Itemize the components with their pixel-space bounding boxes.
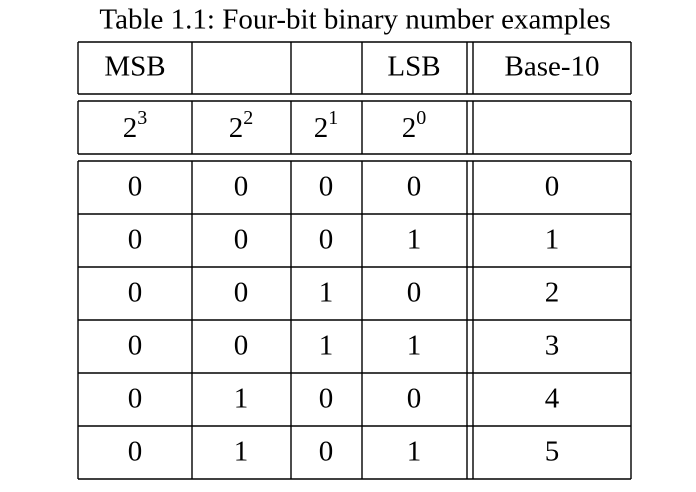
table-cell: 1: [545, 224, 560, 256]
table-cell: 0: [128, 277, 143, 309]
power-exponent: 3: [137, 107, 147, 129]
table-cell: 1: [234, 436, 249, 468]
power-exponent: 0: [416, 107, 426, 129]
table-cell: 0: [407, 171, 422, 203]
table-cell: 0: [128, 383, 143, 415]
header-cell: Base-10: [504, 51, 599, 83]
table-cell: 1: [407, 330, 422, 362]
table-cell: 1: [319, 277, 334, 309]
table-cell: 0: [319, 436, 334, 468]
power-base: 2: [229, 112, 244, 144]
table-cell: 0: [128, 330, 143, 362]
header-cell: LSB: [387, 51, 440, 83]
table-cell: 3: [545, 330, 560, 362]
power-exponent: 1: [328, 107, 338, 129]
table-cell: 0: [128, 224, 143, 256]
power-base: 2: [123, 112, 138, 144]
table-cell: 1: [319, 330, 334, 362]
power-cell: 23: [123, 107, 148, 144]
table-cell: 0: [319, 171, 334, 203]
power-exponent: 2: [243, 107, 253, 129]
power-base: 2: [402, 112, 417, 144]
table-cell: 0: [128, 171, 143, 203]
table-cell: 0: [234, 330, 249, 362]
power-base: 2: [314, 112, 329, 144]
table-cell: 0: [407, 383, 422, 415]
table-cell: 0: [234, 171, 249, 203]
table-cell: 0: [128, 436, 143, 468]
header-cell: MSB: [104, 51, 165, 83]
table-cell: 0: [234, 277, 249, 309]
table-cell: 0: [407, 277, 422, 309]
table-cell: 1: [407, 436, 422, 468]
power-cell: 22: [229, 107, 254, 144]
power-cell: 21: [314, 107, 339, 144]
table-cell: 5: [545, 436, 560, 468]
table-cell: 4: [545, 383, 560, 415]
table-cell: 0: [319, 224, 334, 256]
table-cell: 2: [545, 277, 560, 309]
table-cell: 0: [319, 383, 334, 415]
table-cell: 1: [234, 383, 249, 415]
table-caption: Table 1.1: Four-bit binary number exampl…: [99, 4, 610, 36]
table-cell: 0: [545, 171, 560, 203]
table-cell: 0: [234, 224, 249, 256]
table-cell: 1: [407, 224, 422, 256]
power-cell: 20: [402, 107, 427, 144]
